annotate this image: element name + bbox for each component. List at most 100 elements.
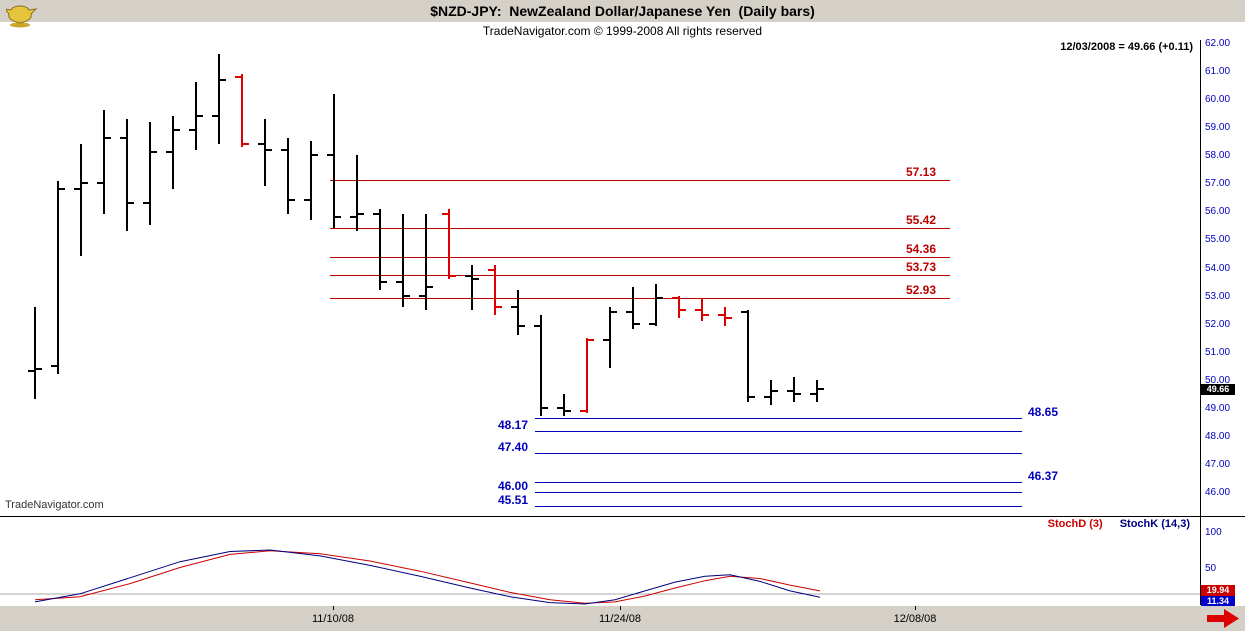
- ohlc-bar: [448, 208, 450, 279]
- open-tick: [718, 314, 724, 317]
- ohlc-bar: [701, 298, 703, 321]
- resistance-line: [330, 297, 950, 299]
- ohlc-bar: [103, 110, 105, 215]
- close-tick: [450, 274, 456, 277]
- date-axis-tick: [333, 606, 334, 610]
- open-tick: [74, 187, 80, 190]
- price-axis-tick-label: 52.00: [1205, 318, 1231, 330]
- stoch-curves: [0, 549, 1200, 605]
- close-tick: [519, 325, 525, 328]
- resistance-line: [330, 275, 950, 277]
- price-axis-tick-label: 50.00: [1205, 374, 1231, 386]
- price-axis-tick-label: 46.00: [1205, 487, 1231, 498]
- open-tick: [396, 280, 402, 283]
- trade-navigator-lamp-logo-icon[interactable]: [6, 2, 38, 30]
- ohlc-bar: [379, 208, 381, 290]
- resistance-line: [330, 257, 950, 259]
- close-tick: [427, 286, 433, 289]
- stochd-legend-label[interactable]: StochD (3): [1047, 518, 1103, 530]
- ohlc-bar: [724, 306, 726, 327]
- open-tick: [304, 199, 310, 202]
- close-tick: [128, 201, 134, 204]
- open-tick: [810, 392, 816, 395]
- close-tick: [588, 339, 594, 342]
- support-level-label: 47.40: [497, 439, 528, 454]
- support-line: [535, 481, 1022, 483]
- stoch-scale-50: 50: [1205, 563, 1217, 574]
- ohlc-bar: [655, 284, 657, 327]
- stochk-legend-label[interactable]: StochK (14,3): [1119, 518, 1190, 530]
- title-bar: [0, 0, 1245, 22]
- price-axis-tick-label: 57.00: [1205, 178, 1231, 190]
- close-tick: [818, 388, 824, 391]
- open-tick: [488, 269, 494, 272]
- stoch-legend: StochD (3) StochK (14,3): [1048, 518, 1190, 530]
- support-level-label: 46.00: [497, 479, 528, 493]
- support-level-label: 45.51: [497, 492, 528, 507]
- ohlc-bar: [770, 379, 772, 405]
- price-axis-tick-label: 62.00: [1205, 38, 1231, 49]
- close-tick: [611, 311, 617, 314]
- open-tick: [166, 151, 172, 154]
- open-tick: [557, 406, 563, 409]
- ohlc-bar: [586, 337, 588, 414]
- price-axis-tick-label: 60.00: [1205, 94, 1231, 106]
- support-line: [535, 492, 1022, 493]
- panel-divider: [0, 516, 1245, 517]
- price-axis-tick-label: 53.00: [1205, 290, 1231, 302]
- ohlc-bar: [264, 118, 266, 187]
- support-line: [535, 505, 1022, 507]
- close-tick: [151, 151, 157, 154]
- ohlc-bar: [34, 306, 36, 400]
- open-tick: [281, 148, 287, 151]
- close-tick: [381, 280, 387, 283]
- open-tick: [212, 115, 218, 117]
- resistance-line: [330, 179, 950, 181]
- close-tick: [634, 322, 640, 325]
- date-axis-label: 11/10/08: [311, 613, 355, 625]
- open-tick: [28, 370, 34, 373]
- date-axis-tick: [915, 606, 916, 610]
- close-tick: [289, 199, 295, 202]
- close-tick: [220, 78, 226, 81]
- ohlc-bar: [609, 306, 611, 369]
- open-tick: [419, 294, 425, 297]
- chart-title: $NZD-JPY: NewZealand Dollar/Japanese Yen…: [430, 3, 815, 19]
- open-tick: [51, 364, 57, 367]
- open-tick: [672, 297, 678, 300]
- resistance-level-label: 52.93: [906, 282, 937, 297]
- ohlc-bar: [517, 289, 519, 335]
- ohlc-bar: [632, 287, 634, 330]
- ohlc-bar: [747, 309, 749, 403]
- date-axis-tick: [620, 606, 621, 610]
- ohlc-bar: [310, 141, 312, 220]
- price-axis-tick-label: 54.00: [1205, 262, 1231, 274]
- close-tick: [358, 213, 364, 216]
- close-tick: [749, 395, 755, 398]
- ohlc-bar: [540, 315, 542, 417]
- close-tick: [404, 294, 410, 297]
- ohlc-bar: [57, 180, 59, 375]
- price-axis-tick-label: 56.00: [1205, 206, 1231, 218]
- support-level-label: 46.37: [1028, 468, 1059, 483]
- close-tick: [105, 137, 111, 140]
- close-tick: [726, 317, 732, 319]
- stochk-value-badge: 11.34: [1201, 596, 1235, 607]
- support-line: [535, 431, 1022, 433]
- price-axis-tick-label: 55.00: [1205, 234, 1231, 246]
- open-tick: [373, 213, 379, 216]
- open-tick: [580, 409, 586, 412]
- ohlc-bar: [425, 214, 427, 310]
- ohlc-bar: [402, 214, 404, 307]
- open-tick: [534, 325, 540, 328]
- close-tick: [335, 216, 341, 218]
- scroll-forward-arrow-icon[interactable]: [1207, 608, 1240, 629]
- price-axis-tick-label: 47.00: [1205, 458, 1231, 470]
- resistance-level-label: 53.73: [906, 260, 937, 275]
- open-tick: [511, 305, 517, 308]
- resistance-level-label: 55.42: [906, 212, 937, 227]
- close-tick: [657, 297, 663, 300]
- open-tick: [189, 129, 195, 131]
